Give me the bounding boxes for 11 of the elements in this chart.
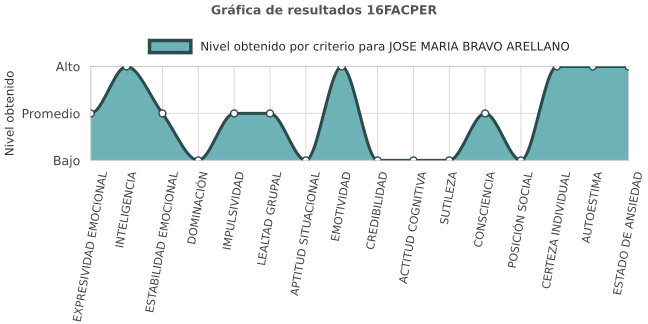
x-tick-label: POSICIÓN SOCIAL	[506, 170, 533, 268]
x-tick-label: ACTITUD COGNITIVA	[398, 170, 426, 284]
category-label: Bajo	[54, 156, 80, 168]
x-tick-label: ESTADO DE ANSIEDAD	[612, 171, 642, 295]
legend-label: Nivel obtenido por criterio para JOSE MARIA BRAVO ARELLANO	[201, 42, 570, 53]
x-tick-label: LEALTAD GRUPAL	[256, 170, 282, 266]
y-axis-title: Nivel obtenido	[4, 71, 14, 155]
chart-title: Gráfica de resultados 16FACPER	[212, 4, 437, 15]
x-tick-label: SUTILEZA	[440, 170, 458, 224]
category-label: Alto	[56, 62, 80, 72]
category-label: Promedio	[22, 108, 80, 118]
